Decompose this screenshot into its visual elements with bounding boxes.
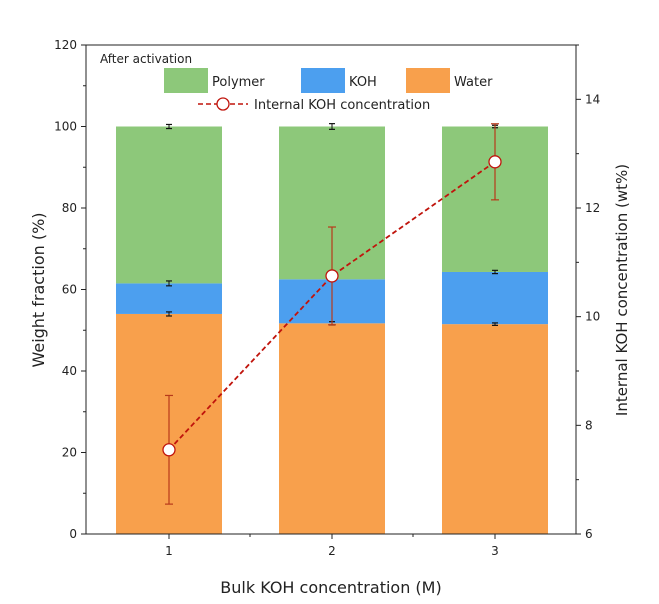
legend-swatch-koh (301, 68, 345, 93)
y-tick-label-40: 40 (62, 364, 77, 378)
x-tick-label-2: 2 (328, 544, 336, 558)
y-tick-label-100: 100 (54, 120, 77, 134)
y-tick-label-0: 0 (69, 527, 77, 541)
legend: Polymer KOH Water Internal KOH concentra… (164, 68, 493, 113)
x-tick-label-3: 3 (491, 544, 499, 558)
bar-water-2 (279, 323, 385, 534)
bar-polymer-1 (116, 126, 222, 284)
errorbar-water-3 (492, 322, 498, 326)
legend-label-internal-koh: Internal KOH concentration (254, 98, 430, 113)
y-tick-label-120: 120 (54, 38, 77, 52)
bars-layer (116, 123, 548, 534)
errorbar-koh-3 (492, 269, 498, 275)
x-axis-title: Bulk KOH concentration (M) (220, 578, 441, 597)
y2-tick-label-14: 14 (585, 92, 600, 106)
legend-swatch-polymer (164, 68, 208, 93)
line-point-2 (325, 269, 339, 283)
y2-tick-label-10: 10 (585, 310, 600, 324)
errorbar-polymer-1 (166, 123, 172, 130)
y-tick-label-60: 60 (62, 283, 77, 297)
y-tick-label-20: 20 (62, 446, 77, 460)
annotation-after-activation: After activation (100, 52, 192, 66)
errorbar-koh-1 (166, 280, 172, 287)
bar-water-3 (442, 324, 548, 534)
legend-label-polymer: Polymer (212, 75, 265, 90)
legend-label-water: Water (454, 75, 493, 90)
y2-tick-label-6: 6 (585, 527, 593, 541)
y2-tick-label-8: 8 (585, 418, 593, 432)
line-internal-koh (168, 161, 496, 451)
y-tick-label-80: 80 (62, 201, 77, 215)
bar-koh-1 (116, 283, 222, 314)
line-point-1 (162, 443, 176, 457)
errorbar-polymer-2 (329, 123, 335, 130)
y2-axis-title: Internal KOH concentration (wt%) (613, 164, 631, 416)
legend-swatch-water (406, 68, 450, 93)
line-layer (162, 123, 502, 505)
y2-tick-label-12: 12 (585, 201, 600, 215)
x-tick-label-1: 1 (165, 544, 173, 558)
legend-label-koh: KOH (349, 75, 377, 90)
line-point-3 (488, 155, 502, 169)
bar-koh-3 (442, 271, 548, 325)
legend-marker-internal-koh (216, 97, 230, 111)
errorbar-water-1 (166, 311, 172, 317)
y-axis-title: Weight fraction (%) (29, 212, 48, 367)
